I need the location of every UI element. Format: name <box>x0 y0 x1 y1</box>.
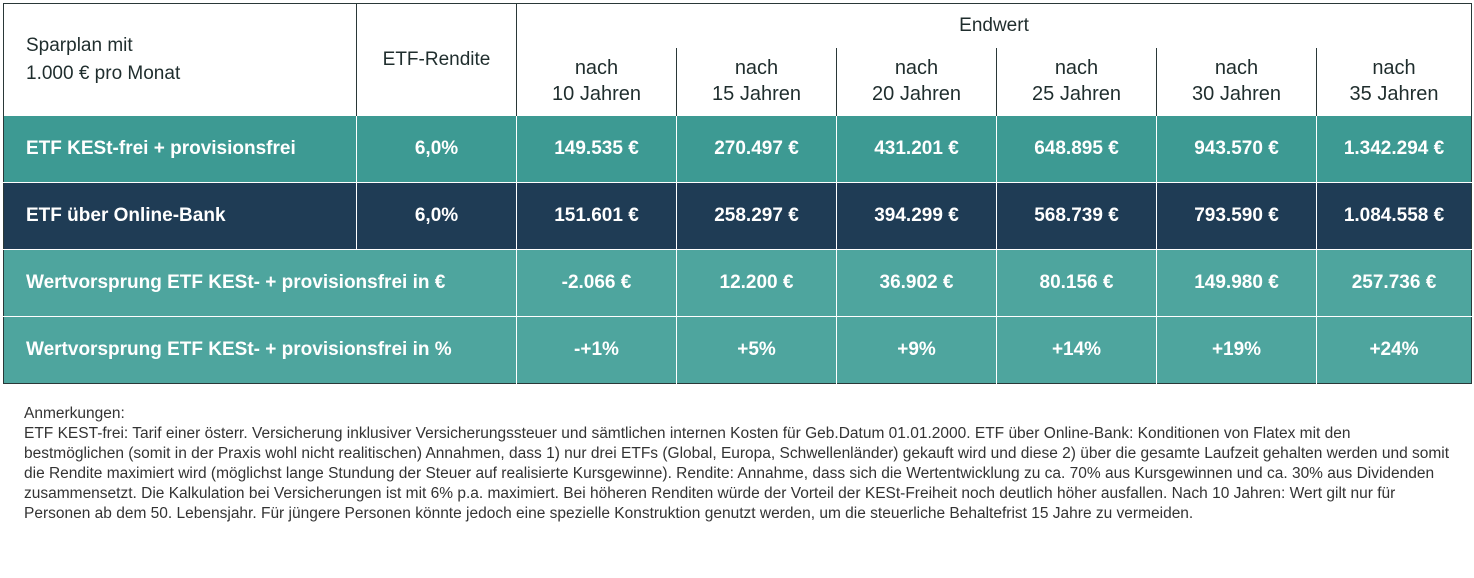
value-cell: 257.736 € <box>1315 249 1472 317</box>
value-cell: 943.570 € <box>1156 115 1317 183</box>
period-line2: 35 Jahren <box>1349 82 1439 105</box>
value-cell: +14% <box>996 316 1157 384</box>
rendite-cell: 6,0% <box>356 182 517 250</box>
table-row: ETF KESt-frei + provisionsfrei 6,0% 149.… <box>3 115 1472 183</box>
period-line2: 15 Jahren <box>712 82 801 105</box>
period-line2: 30 Jahren <box>1192 82 1281 105</box>
period-header: nach 15 Jahren <box>676 47 837 116</box>
comparison-table: Sparplan mit 1.000 € pro Monat ETF-Rendi… <box>3 3 1473 384</box>
table-row: Wertvorsprung ETF KESt- + provisionsfrei… <box>3 249 1472 317</box>
value-cell: 151.601 € <box>516 182 677 250</box>
value-cell: 793.590 € <box>1156 182 1317 250</box>
period-header: nach 20 Jahren <box>836 47 997 116</box>
period-line1: nach <box>1214 56 1259 79</box>
row-label: Wertvorsprung ETF KESt- + provisionsfrei… <box>3 249 517 317</box>
endwert-header: Endwert <box>515 3 1472 48</box>
period-line1: nach <box>894 56 939 79</box>
period-line1: nach <box>1372 56 1416 79</box>
sparplan-header: Sparplan mit 1.000 € pro Monat <box>3 3 357 116</box>
value-cell: 1.342.294 € <box>1315 115 1472 183</box>
value-cell: 80.156 € <box>996 249 1157 317</box>
period-line2: 20 Jahren <box>872 82 961 105</box>
period-header: nach 30 Jahren <box>1156 47 1317 116</box>
value-cell: -2.066 € <box>516 249 677 317</box>
period-line2: 25 Jahren <box>1032 82 1121 105</box>
period-line1: nach <box>1054 56 1099 79</box>
table-row: ETF über Online-Bank 6,0% 151.601 € 258.… <box>3 182 1472 250</box>
notes: Anmerkungen: ETF KEST-frei: Tarif einer … <box>24 404 1454 524</box>
value-cell: 36.902 € <box>836 249 997 317</box>
value-cell: 394.299 € <box>836 182 997 250</box>
value-cell: +24% <box>1315 316 1472 384</box>
period-line1: nach <box>734 56 779 79</box>
value-cell: -+1% <box>516 316 677 384</box>
value-cell: +19% <box>1156 316 1317 384</box>
period-line2: 10 Jahren <box>552 82 641 105</box>
value-cell: 12.200 € <box>676 249 837 317</box>
header-row-periods: nach 10 Jahren nach 15 Jahren nach 20 Jahre… <box>4 47 1472 116</box>
value-cell: 431.201 € <box>836 115 997 183</box>
value-cell: 149.535 € <box>516 115 677 183</box>
etf-rendite-header: ETF-Rendite <box>356 3 517 116</box>
header-row-top: Sparplan mit 1.000 € pro Monat ETF-Rendi… <box>3 3 1472 116</box>
value-cell: 1.084.558 € <box>1315 182 1472 250</box>
row-label: ETF über Online-Bank <box>3 182 357 250</box>
sparplan-line1: Sparplan mit <box>26 34 133 56</box>
value-cell: 149.980 € <box>1156 249 1317 317</box>
row-label: ETF KESt-frei + provisionsfrei <box>26 137 296 159</box>
period-header: nach 10 Jahren <box>516 47 677 116</box>
sparplan-line2: 1.000 € pro Monat <box>26 62 181 84</box>
table-row: Wertvorsprung ETF KESt- + provisionsfrei… <box>3 316 1472 384</box>
period-line1: nach <box>574 56 619 79</box>
value-cell: +5% <box>676 316 837 384</box>
rendite-cell: 6,0% <box>356 115 517 183</box>
row-label: Wertvorsprung ETF KESt- + provisionsfrei… <box>3 316 517 384</box>
notes-body: ETF KEST-frei: Tarif einer österr. Versi… <box>24 425 1450 522</box>
period-header: nach 35 Jahren <box>1315 47 1472 116</box>
value-cell: 568.739 € <box>996 182 1157 250</box>
value-cell: 648.895 € <box>996 115 1157 183</box>
value-cell: +9% <box>836 316 997 384</box>
value-cell: 258.297 € <box>676 182 837 250</box>
period-header: nach 25 Jahren <box>996 47 1157 116</box>
notes-title: Anmerkungen: <box>24 405 125 422</box>
value-cell: 270.497 € <box>676 115 837 183</box>
